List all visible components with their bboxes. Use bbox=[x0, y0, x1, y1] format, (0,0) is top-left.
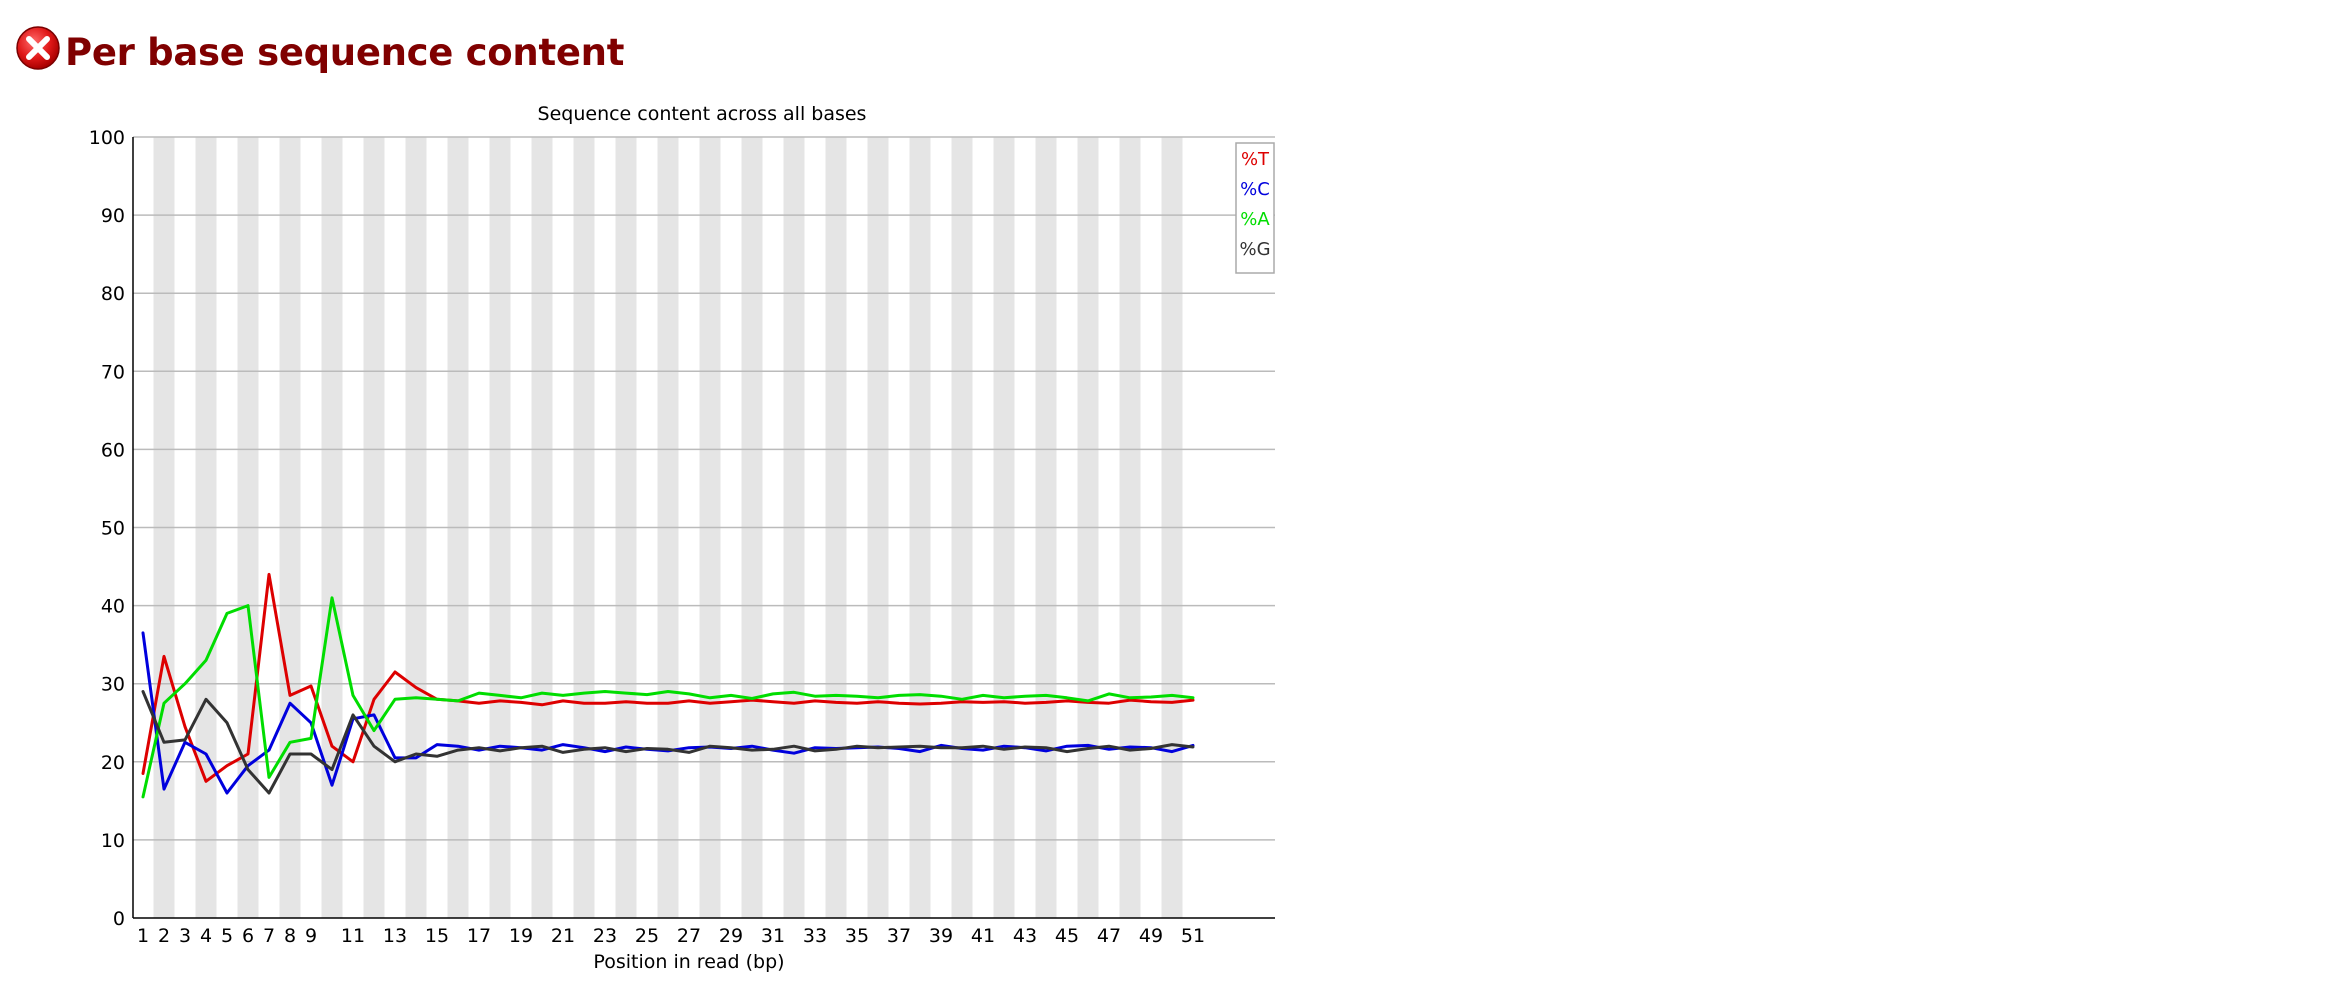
x-tick-label: 21 bbox=[551, 925, 575, 947]
x-tick-label: 51 bbox=[1181, 925, 1205, 947]
y-tick-label: 0 bbox=[113, 908, 125, 930]
x-tick-label: 39 bbox=[929, 925, 953, 947]
x-tick-label: 33 bbox=[803, 925, 827, 947]
y-tick-label: 50 bbox=[101, 518, 125, 540]
chart-series bbox=[141, 572, 1195, 799]
x-tick-label: 41 bbox=[971, 925, 995, 947]
series-line-a bbox=[141, 596, 1195, 799]
legend-entry: %C bbox=[1240, 179, 1270, 200]
chart-gridlines bbox=[133, 136, 1275, 841]
chart-title: Sequence content across all bases bbox=[538, 103, 867, 125]
x-tick-label: 47 bbox=[1097, 925, 1121, 947]
x-tick-label: 23 bbox=[593, 925, 617, 947]
x-tick-label: 5 bbox=[221, 925, 233, 947]
page-title: Per base sequence content bbox=[65, 30, 625, 74]
x-tick-label: 8 bbox=[284, 925, 296, 947]
y-tick-labels: 0 10 20 30 40 50 60 70 80 90 100 bbox=[89, 127, 125, 930]
y-tick-label: 90 bbox=[101, 205, 125, 227]
chart-axes bbox=[132, 137, 1275, 919]
x-tick-label: 37 bbox=[887, 925, 911, 947]
y-tick-label: 100 bbox=[89, 127, 125, 149]
x-tick-label: 35 bbox=[845, 925, 869, 947]
x-tick-label: 31 bbox=[761, 925, 785, 947]
x-tick-label: 29 bbox=[719, 925, 743, 947]
legend-box bbox=[1235, 142, 1275, 274]
x-tick-label: 7 bbox=[263, 925, 275, 947]
y-tick-label: 30 bbox=[101, 674, 125, 696]
y-tick-label: 40 bbox=[101, 596, 125, 618]
x-tick-labels: 1 2 3 4 5 6 7 8 9 11 13 15 17 19 21 23 25 27 29 31 33 35 37 39 4… bbox=[137, 925, 1205, 947]
series-line-g bbox=[141, 690, 1195, 795]
y-tick-label: 10 bbox=[101, 830, 125, 852]
y-tick-label: 80 bbox=[101, 283, 125, 305]
x-tick-label: 11 bbox=[341, 925, 365, 947]
x-tick-label: 2 bbox=[158, 925, 170, 947]
series-line-t bbox=[141, 572, 1195, 783]
x-axis-label: Position in read (bp) bbox=[593, 951, 784, 973]
x-tick-label: 19 bbox=[509, 925, 533, 947]
x-tick-label: 43 bbox=[1013, 925, 1037, 947]
x-tick-label: 15 bbox=[425, 925, 449, 947]
x-tick-label: 13 bbox=[383, 925, 407, 947]
legend-entry: %A bbox=[1240, 209, 1270, 230]
x-tick-label: 1 bbox=[137, 925, 149, 947]
x-tick-label: 25 bbox=[635, 925, 659, 947]
y-tick-label: 20 bbox=[101, 752, 125, 774]
x-tick-label: 27 bbox=[677, 925, 701, 947]
y-tick-label: 60 bbox=[101, 439, 125, 461]
report-header: Per base sequence content bbox=[15, 18, 624, 78]
x-tick-label: 17 bbox=[467, 925, 491, 947]
x-tick-label: 3 bbox=[179, 925, 191, 947]
legend-entry: %T bbox=[1241, 149, 1270, 170]
x-tick-label: 45 bbox=[1055, 925, 1079, 947]
x-tick-label: 4 bbox=[200, 925, 212, 947]
y-tick-label: 70 bbox=[101, 361, 125, 383]
legend-entry: %G bbox=[1239, 239, 1270, 260]
x-tick-label: 49 bbox=[1139, 925, 1163, 947]
x-tick-label: 6 bbox=[242, 925, 254, 947]
chart-legend: %T %C %A %G bbox=[1235, 142, 1275, 274]
x-tick-label: 9 bbox=[305, 925, 317, 947]
error-icon bbox=[16, 26, 60, 70]
